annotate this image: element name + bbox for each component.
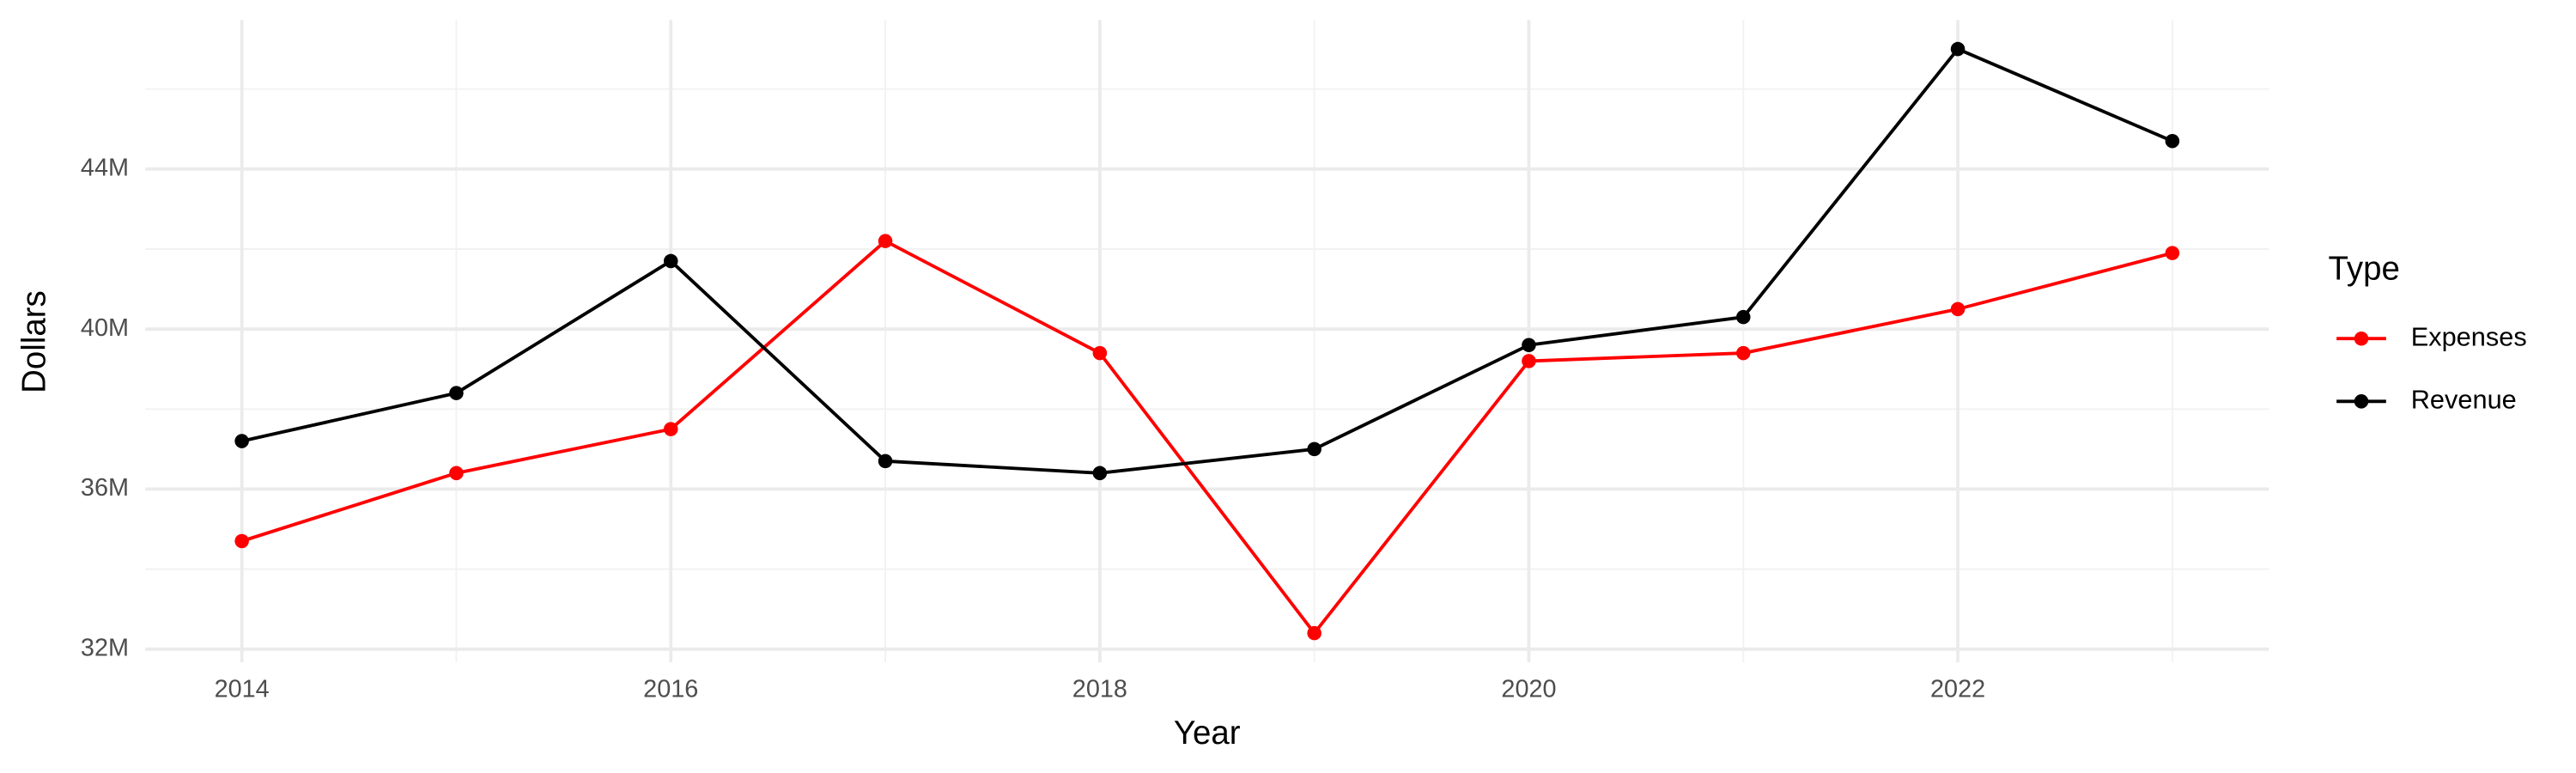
y-tick-label: 36M [81,474,129,502]
y-tick-label: 32M [81,634,129,661]
data-point [1307,625,1321,641]
x-tick-label: 2018 [1072,675,1127,703]
data-point [1736,309,1751,325]
data-point [234,533,249,549]
data-point [1522,338,1536,353]
data-point [1307,441,1321,457]
legend-label: Expenses [2411,321,2527,351]
data-point [1950,41,1965,57]
x-tick-label: 2020 [1501,675,1556,703]
y-axis-title: Dollars [15,290,52,393]
y-tick-label: 40M [81,314,129,342]
legend-point [2354,394,2369,409]
data-point [234,434,249,448]
data-point [2165,133,2180,149]
y-tick-label: 44M [81,154,129,181]
x-axis-title: Year [1174,715,1241,752]
legend-point [2354,331,2369,346]
x-tick-label: 2022 [1930,675,1985,703]
series-line [241,239,2173,636]
data-point [663,422,678,436]
legend-title: Type [2329,251,2400,288]
x-tick-label: 2016 [643,675,698,703]
data-point [1092,466,1108,481]
data-point [878,234,893,248]
data-point [1950,301,1965,317]
series-line [241,46,2173,475]
data-point [449,466,464,481]
data-point [2165,246,2180,260]
data-point [878,453,893,469]
data-point [1522,354,1536,368]
data-point [449,386,464,400]
legend-label: Revenue [2411,384,2517,414]
x-tick-label: 2014 [215,675,270,703]
data-point [1736,345,1751,361]
data-point [663,253,678,269]
data-point [1092,345,1108,361]
